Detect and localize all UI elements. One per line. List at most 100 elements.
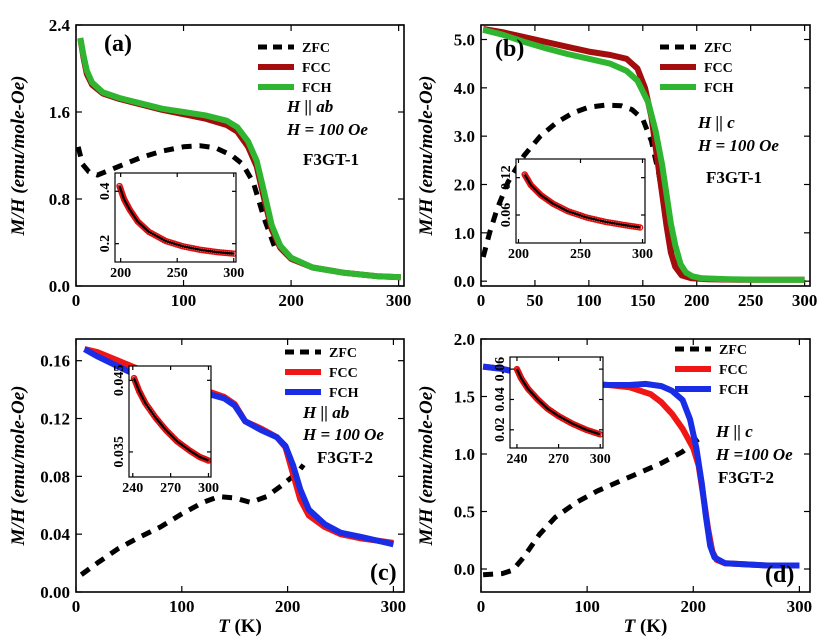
inset-y-tick-label: 0.035 <box>112 436 127 468</box>
inset-y-tick-label: 0.06 <box>493 357 508 382</box>
inset-frame <box>515 158 646 244</box>
inset-x-tick-label: 300 <box>198 481 219 496</box>
y-tick-label: 2.4 <box>49 16 71 35</box>
y-axis-title: M/H (emu/mole-Oe) <box>416 386 437 547</box>
inset-x-tick-label: 200 <box>508 247 529 262</box>
x-tick-label: 200 <box>681 597 707 616</box>
annotation: H = 100 Oe <box>302 425 384 444</box>
x-tick-label: 300 <box>787 597 813 616</box>
inset-x-tick-label: 300 <box>223 266 244 281</box>
x-tick-label: 0 <box>72 291 81 310</box>
inset-y-tick-label: 0.045 <box>112 365 127 397</box>
x-tick-label: 300 <box>386 291 412 310</box>
inset-x-tick-label: 300 <box>632 247 653 262</box>
panel-d: 0 100 200 300 0.0 0.5 1.0 1.5 2.0 240 270 300 0.02 0.… <box>416 330 812 637</box>
annotation: H || c <box>715 422 753 441</box>
series-line-zfc <box>76 143 278 249</box>
axis-frame <box>480 24 811 287</box>
inset-fit-line <box>515 368 601 436</box>
y-tick-label: 1.6 <box>49 103 70 122</box>
x-tick-label: 150 <box>630 291 656 310</box>
x-tick-label: 200 <box>275 597 301 616</box>
y-tick-label: 0.00 <box>40 583 70 602</box>
inset-fit-line <box>523 174 641 229</box>
x-tick-label: 200 <box>278 291 304 310</box>
legend-label-zfc: ZFC <box>302 41 330 56</box>
x-tick-label: 300 <box>381 597 407 616</box>
inset-data-group <box>116 182 236 257</box>
x-tick-label: 100 <box>171 291 197 310</box>
inset-background <box>510 357 603 448</box>
axis-frame <box>480 338 811 593</box>
series-line-fch <box>482 26 805 283</box>
annotation: F3GT-2 <box>718 468 774 487</box>
inset-frame <box>128 365 212 478</box>
inset: 200 250 300 0.2 0.4 <box>98 172 244 281</box>
panel-label: (c) <box>370 560 397 586</box>
legend-label-zfc: ZFC <box>329 346 357 361</box>
x-axis-unit: (K) <box>230 616 262 637</box>
legend-label-fch: FCH <box>719 383 749 398</box>
annotation: H || c <box>697 113 735 132</box>
inset-x-tick-label: 250 <box>167 266 188 281</box>
inset-x-tick-label: 240 <box>122 481 143 496</box>
inset-x-tick-label: 200 <box>110 266 131 281</box>
x-axis-title: T (K) <box>218 616 262 637</box>
x-tick-label: 50 <box>526 291 543 310</box>
inset-frame <box>509 356 604 449</box>
y-tick-label: 2.0 <box>454 176 475 195</box>
annotation: H = 100 Oe <box>286 120 368 139</box>
legend-label-fcc: FCC <box>719 363 748 378</box>
legend: ZFC FCC FCH <box>285 346 359 401</box>
panel-c: 0 100 200 300 0.00 0.04 0.08 0.12 0.16 240 270 300 0… <box>8 338 407 637</box>
axis-frame <box>75 24 405 287</box>
x-axis-title: T (K) <box>624 616 668 637</box>
inset-y-tick-label: 0.12 <box>499 165 514 190</box>
x-axis-symbol: T <box>218 616 231 637</box>
inset-y-tick-label: 0.02 <box>493 418 508 443</box>
inset-background <box>129 366 211 477</box>
inset-fit-line <box>118 185 234 255</box>
y-tick-label: 1.0 <box>454 224 475 243</box>
legend-label-fcc: FCC <box>302 61 331 76</box>
y-tick-label: 0.0 <box>454 272 475 291</box>
inset-data-group <box>130 374 211 464</box>
legend-label-zfc: ZFC <box>704 41 732 56</box>
legend-label-fcc: FCC <box>704 61 733 76</box>
annotation: F3GT-1 <box>303 150 359 169</box>
y-tick-label: 0.16 <box>40 352 70 371</box>
x-tick-label: 100 <box>576 291 602 310</box>
y-axis-title: M/H (emu/mole-Oe) <box>8 76 29 237</box>
inset-y-tick-label: 0.4 <box>98 183 113 201</box>
axis-frame <box>75 338 405 593</box>
series-line-zfc <box>79 463 306 577</box>
x-axis-unit: (K) <box>635 616 667 637</box>
x-tick-label: 250 <box>738 291 764 310</box>
panel-a: 0 100 200 300 0.0 0.8 1.6 2.4 200 250 300 0.2 0.4 ZFC… <box>8 16 411 310</box>
panel-label: (a) <box>104 31 132 57</box>
x-tick-label: 0 <box>477 597 486 616</box>
y-tick-label: 2.0 <box>454 330 475 349</box>
legend: ZFC FCC FCH <box>660 41 734 96</box>
annotation: H || ab <box>302 403 349 422</box>
y-tick-label: 0.04 <box>40 525 70 544</box>
x-axis-symbol: T <box>624 616 637 637</box>
legend: ZFC FCC FCH <box>258 41 332 96</box>
inset: 240 270 300 0.035 0.045 <box>112 365 219 496</box>
inset-fit-line <box>132 377 209 462</box>
legend-label-fch: FCH <box>302 81 332 96</box>
x-tick-label: 200 <box>684 291 710 310</box>
legend-label-fch: FCH <box>329 386 359 401</box>
inset: 240 270 300 0.02 0.04 0.06 <box>493 356 611 467</box>
annotation: F3GT-2 <box>317 448 373 467</box>
y-axis-title: M/H (emu/mole-Oe) <box>8 386 29 547</box>
y-tick-label: 0.12 <box>40 410 70 429</box>
annotation: H =100 Oe <box>715 445 793 464</box>
y-tick-label: 0.8 <box>49 190 70 209</box>
inset-x-tick-label: 240 <box>506 452 527 467</box>
y-axis-title: M/H (emu/mole-Oe) <box>416 76 437 237</box>
inset-x-tick-label: 300 <box>590 452 611 467</box>
inset-data-group <box>521 171 644 231</box>
